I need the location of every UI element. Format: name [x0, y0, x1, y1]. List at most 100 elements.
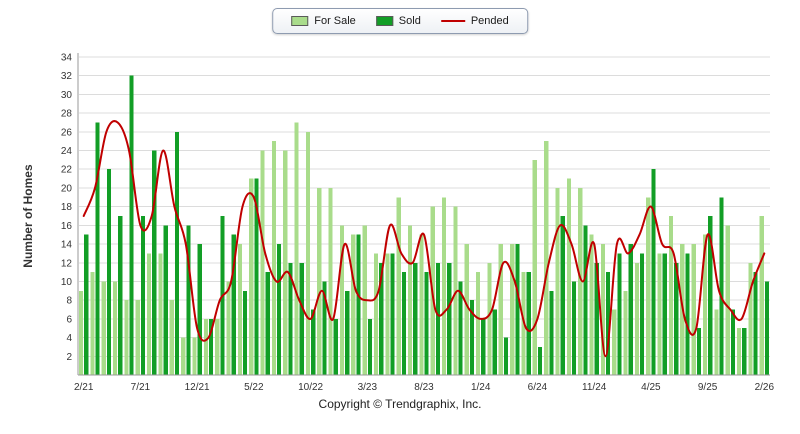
legend-label-for-sale: For Sale — [314, 15, 356, 27]
y-tick-label: 2 — [66, 352, 72, 363]
bar-sold — [435, 262, 440, 375]
bar-sold — [628, 244, 633, 375]
bar-sold — [458, 281, 463, 375]
y-tick-label: 26 — [61, 127, 73, 138]
legend-label-sold: Sold — [398, 15, 421, 27]
bar-for-sale — [589, 234, 594, 375]
bar-sold — [345, 290, 350, 375]
bar-sold — [753, 272, 758, 375]
bar-sold — [277, 244, 282, 375]
chart-legend: For Sale Sold Pended — [272, 8, 528, 34]
x-tick-label: 9/25 — [698, 382, 718, 393]
bar-for-sale — [691, 244, 696, 375]
bar-for-sale — [317, 187, 322, 375]
bar-sold — [764, 281, 769, 375]
bar-sold — [390, 253, 395, 375]
bar-sold — [617, 253, 622, 375]
bar-for-sale — [600, 244, 605, 375]
legend-label-pended: Pended — [470, 15, 509, 27]
bar-sold — [265, 272, 270, 375]
bar-for-sale — [351, 234, 356, 375]
bar-sold — [640, 253, 645, 375]
bar-sold — [356, 234, 361, 375]
bar-for-sale — [215, 318, 220, 375]
bar-for-sale — [408, 225, 413, 375]
bar-sold — [515, 244, 520, 375]
y-tick-label: 22 — [61, 165, 73, 176]
bar-sold — [401, 272, 406, 375]
bar-sold — [231, 234, 236, 375]
x-tick-label: 2/26 — [755, 382, 775, 393]
bar-for-sale — [612, 309, 617, 375]
bar-sold — [526, 272, 531, 375]
bar-for-sale — [555, 187, 560, 375]
y-tick-label: 32 — [61, 71, 73, 82]
y-tick-label: 14 — [61, 240, 73, 251]
bar-sold — [152, 150, 157, 375]
bar-for-sale — [328, 187, 333, 375]
bar-sold — [469, 300, 475, 375]
bar-for-sale — [748, 262, 753, 375]
x-tick-label: 11/24 — [582, 382, 607, 393]
bar-for-sale — [419, 234, 424, 375]
bar-sold — [209, 318, 214, 375]
bar-for-sale — [158, 253, 163, 375]
x-tick-label: 10/22 — [298, 382, 323, 393]
bar-for-sale — [113, 281, 118, 375]
y-tick-label: 16 — [61, 221, 73, 232]
bar-sold — [549, 290, 554, 375]
bar-for-sale — [283, 150, 288, 375]
bar-for-sale — [90, 272, 95, 375]
y-tick-label: 20 — [61, 183, 73, 194]
bar-sold — [572, 281, 577, 375]
bar-for-sale — [249, 178, 254, 375]
bar-for-sale — [192, 337, 197, 375]
bar-for-sale — [442, 197, 447, 375]
x-tick-label: 7/21 — [131, 382, 151, 393]
bar-sold — [537, 346, 543, 375]
bar-for-sale — [668, 216, 674, 375]
bar-sold — [447, 262, 452, 375]
bar-for-sale — [759, 216, 764, 375]
bar-for-sale — [169, 300, 174, 375]
bar-sold — [730, 309, 735, 375]
pended-line — [82, 120, 766, 358]
bar-for-sale — [271, 141, 276, 375]
bar-sold — [685, 253, 690, 375]
bar-sold — [243, 290, 248, 375]
bar-for-sale — [634, 262, 639, 375]
bar-sold — [254, 178, 259, 375]
bar-sold — [186, 225, 191, 375]
bar-sold — [118, 216, 123, 375]
bar-sold — [367, 318, 372, 375]
bar-for-sale — [385, 253, 390, 375]
bar-for-sale — [498, 244, 503, 375]
bar-for-sale — [725, 225, 730, 375]
bar-for-sale — [714, 309, 719, 375]
bar-sold — [174, 131, 180, 375]
bar-sold — [594, 262, 599, 375]
bar-for-sale — [237, 244, 242, 375]
bar-sold — [140, 216, 146, 375]
bar-for-sale — [736, 328, 742, 375]
bar-sold — [583, 225, 588, 375]
x-tick-label: 3/23 — [358, 382, 378, 393]
bar-sold — [129, 75, 134, 375]
bar-sold — [481, 318, 486, 375]
bar-for-sale — [702, 234, 708, 375]
bar-for-sale — [657, 253, 662, 375]
legend-swatch-pended — [440, 20, 465, 22]
y-tick-label: 6 — [66, 314, 72, 325]
bar-sold — [84, 234, 89, 375]
y-tick-label: 30 — [61, 90, 73, 101]
bar-for-sale — [294, 122, 299, 375]
bar-for-sale — [226, 281, 231, 375]
legend-swatch-for-sale — [291, 16, 309, 26]
bar-sold — [662, 253, 667, 375]
bar-for-sale — [623, 290, 628, 375]
bar-sold — [163, 225, 168, 375]
y-tick-label: 8 — [66, 296, 72, 307]
bar-sold — [742, 328, 747, 375]
bar-for-sale — [453, 206, 458, 375]
y-tick-label: 18 — [61, 202, 73, 213]
